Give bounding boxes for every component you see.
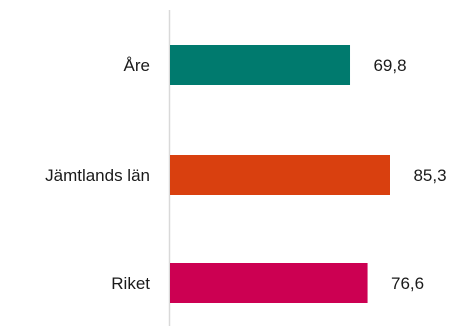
category-label-2: Riket (111, 274, 150, 293)
bar-0 (170, 45, 351, 85)
value-label-1: 85,3 (413, 166, 446, 185)
category-label-0: Åre (124, 56, 150, 75)
category-label-1: Jämtlands län (45, 166, 150, 185)
bar-1 (170, 155, 390, 195)
value-label-2: 76,6 (391, 274, 424, 293)
bars-group: Åre 69,8 Jämtlands län 85,3 Riket 76,6 (45, 45, 447, 303)
bar-2 (170, 263, 368, 303)
value-label-0: 69,8 (373, 56, 406, 75)
